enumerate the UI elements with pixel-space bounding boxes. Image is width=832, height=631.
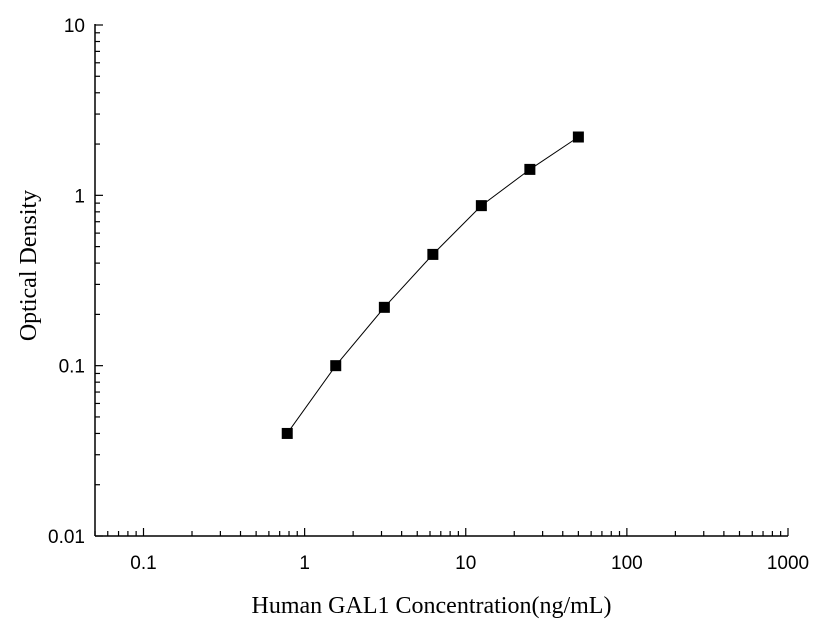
series-line	[286, 136, 579, 434]
y-axis-title: Optical Density	[16, 190, 42, 341]
x-axis-title: Human GAL1 Concentration(ng/mL)	[252, 593, 612, 619]
x-tick-label: 1000	[767, 553, 809, 574]
y-tick-label: 1	[74, 186, 85, 207]
y-tick-label: 0.01	[48, 527, 85, 548]
x-tick-label: 0.1	[130, 553, 156, 574]
x-tick-label: 100	[611, 553, 643, 574]
x-tick-label: 10	[455, 553, 476, 574]
y-tick-label: 0.1	[59, 357, 85, 378]
y-tick-label: 10	[64, 16, 85, 37]
axis-ticks	[94, 24, 789, 537]
data-point-marker	[427, 248, 439, 260]
data-point-marker	[281, 427, 293, 439]
data-point-marker	[378, 301, 390, 313]
axes	[94, 24, 788, 537]
x-tick-label: 1	[299, 553, 310, 574]
data-point-marker	[475, 200, 487, 212]
plot-area	[281, 131, 584, 439]
data-point-marker	[330, 360, 342, 372]
tick-labels: 0.01 0.1 1 10 0.1 1 10 100 1000	[48, 16, 809, 574]
data-point-marker	[572, 131, 584, 143]
data-point-marker	[524, 163, 536, 175]
